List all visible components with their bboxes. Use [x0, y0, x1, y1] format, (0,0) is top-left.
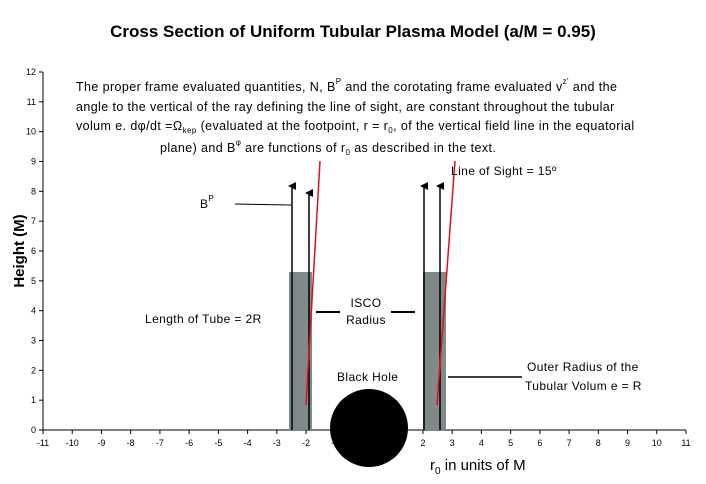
- y-tick-label: 6: [31, 246, 36, 256]
- x-tick-label: 11: [681, 438, 690, 448]
- black-hole: [330, 389, 408, 467]
- x-axis-label: r0 in units of M: [430, 457, 526, 477]
- y-tick-label: 0: [31, 425, 36, 435]
- y-tick-label: 12: [26, 67, 36, 77]
- x-tick-label: -10: [66, 438, 79, 448]
- x-tick-label: -7: [156, 438, 164, 448]
- x-tick-label: 7: [567, 438, 572, 448]
- x-tick-label: -4: [244, 438, 252, 448]
- outer-radius-label-line2: Tubular Volum e = R: [525, 379, 642, 393]
- x-tick-label: -5: [214, 438, 222, 448]
- y-tick-label: 2: [31, 365, 36, 375]
- x-tick-label: -8: [127, 438, 135, 448]
- sight-line-right: [436, 160, 456, 406]
- outer-radius-label-line1: Outer Radius of the: [527, 360, 639, 374]
- x-tick-label: -2: [302, 438, 310, 448]
- x-tick-label: -11: [37, 438, 49, 448]
- tube-length-label: Length of Tube = 2R: [145, 312, 262, 326]
- x-tick-label: 8: [596, 438, 601, 448]
- line-of-sight-label: Line of Sight = 15º: [451, 164, 557, 178]
- y-tick-label: 1: [31, 395, 36, 405]
- x-tick-label: 3: [450, 438, 455, 448]
- isco-label-line1: ISCO: [351, 296, 382, 310]
- note-line-1: The proper frame evaluated quantities, N…: [76, 77, 617, 94]
- x-tick-label: -3: [273, 438, 281, 448]
- y-tick-label: 5: [31, 276, 36, 286]
- y-tick-label: 4: [31, 306, 36, 316]
- y-tick-label: 7: [31, 216, 36, 226]
- y-tick-label: 10: [26, 127, 36, 137]
- x-tick-label: 9: [625, 438, 630, 448]
- isco-label-line2: Radius: [346, 313, 386, 327]
- note-line-4: plane) and Bφ are functions of r0 as des…: [160, 138, 496, 157]
- black-hole-label: Black Hole: [337, 370, 398, 384]
- bp-label: BP: [200, 194, 214, 211]
- note-line-3: volum e. dφ/dt =Ωkep (evaluated at the f…: [76, 119, 635, 135]
- note-line-2: angle to the vertical of the ray definin…: [76, 100, 615, 114]
- y-tick-label: 11: [27, 97, 36, 107]
- x-tick-label: 5: [508, 438, 513, 448]
- y-axis-label: Height (M): [11, 214, 28, 287]
- sight-line-left: [305, 160, 321, 406]
- y-tick-label: 8: [31, 186, 36, 196]
- x-tick-label: 2: [420, 438, 425, 448]
- x-tick-label: 10: [652, 438, 662, 448]
- explanatory-note: The proper frame evaluated quantities, N…: [76, 77, 635, 157]
- x-tick-label: -9: [97, 438, 105, 448]
- diagram-title: Cross Section of Uniform Tubular Plasma …: [110, 22, 596, 41]
- x-tick-label: 4: [479, 438, 484, 448]
- x-tick-label: -6: [185, 438, 193, 448]
- bp-leader-line: [234, 203, 292, 206]
- right-tube: [423, 272, 446, 430]
- y-tick-label: 9: [31, 157, 36, 167]
- y-tick-label: 3: [31, 336, 36, 346]
- x-tick-label: 6: [537, 438, 542, 448]
